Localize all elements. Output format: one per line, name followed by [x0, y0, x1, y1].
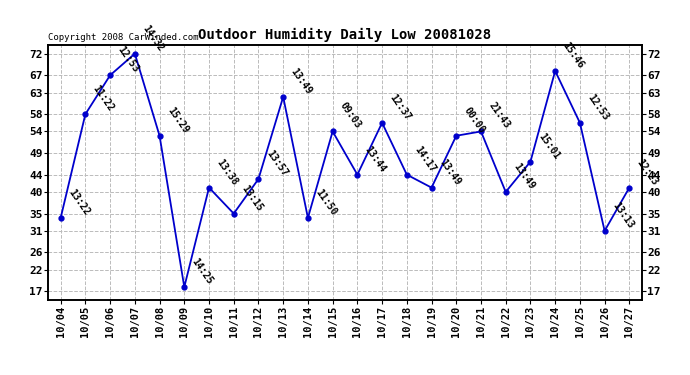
- Text: 13:49: 13:49: [511, 161, 536, 191]
- Text: 12:53: 12:53: [116, 45, 141, 75]
- Text: 21:43: 21:43: [486, 101, 511, 130]
- Text: 13:57: 13:57: [264, 148, 289, 178]
- Text: 09:03: 09:03: [338, 101, 363, 130]
- Text: 11:50: 11:50: [313, 187, 339, 217]
- Text: 13:22: 13:22: [66, 187, 91, 217]
- Text: 12:37: 12:37: [388, 92, 413, 122]
- Text: 13:15: 13:15: [239, 183, 264, 213]
- Text: 13:44: 13:44: [363, 144, 388, 174]
- Text: 13:49: 13:49: [288, 66, 314, 96]
- Text: 15:46: 15:46: [561, 40, 586, 70]
- Text: 15:29: 15:29: [165, 105, 190, 135]
- Text: 13:49: 13:49: [437, 157, 462, 187]
- Text: 12:23: 12:23: [635, 157, 660, 187]
- Text: 14:17: 14:17: [413, 144, 437, 174]
- Text: 11:22: 11:22: [91, 84, 116, 113]
- Text: 14:25: 14:25: [190, 256, 215, 286]
- Text: 13:13: 13:13: [610, 200, 635, 230]
- Text: Copyright 2008 CarWinded.com: Copyright 2008 CarWinded.com: [48, 33, 199, 42]
- Text: 00:00: 00:00: [462, 105, 487, 135]
- Text: 14:32: 14:32: [140, 23, 166, 53]
- Text: 12:53: 12:53: [585, 92, 611, 122]
- Text: 13:38: 13:38: [215, 157, 239, 187]
- Title: Outdoor Humidity Daily Low 20081028: Outdoor Humidity Daily Low 20081028: [199, 28, 491, 42]
- Text: 15:01: 15:01: [536, 131, 561, 161]
